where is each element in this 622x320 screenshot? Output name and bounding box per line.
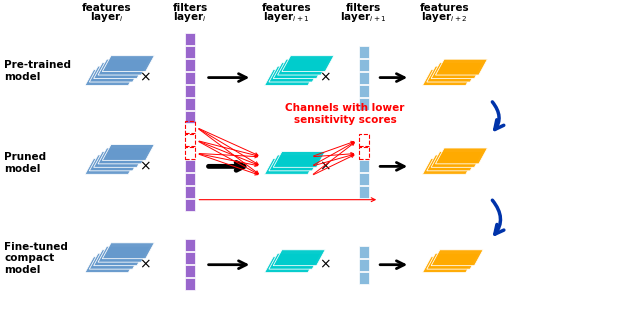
Text: $\times$: $\times$ — [139, 71, 151, 84]
FancyBboxPatch shape — [359, 186, 369, 198]
FancyBboxPatch shape — [185, 84, 195, 97]
Polygon shape — [103, 145, 154, 160]
Polygon shape — [269, 253, 321, 269]
Polygon shape — [282, 56, 334, 72]
Text: layer$_{i}$: layer$_{i}$ — [90, 10, 123, 24]
Polygon shape — [269, 66, 321, 82]
Text: $\times$: $\times$ — [139, 258, 151, 272]
Text: filters: filters — [173, 3, 208, 13]
Text: features: features — [419, 3, 469, 13]
FancyBboxPatch shape — [185, 160, 195, 172]
Text: Pre-trained
model: Pre-trained model — [4, 60, 72, 82]
Polygon shape — [94, 250, 146, 266]
Text: layer$_{i+1}$: layer$_{i+1}$ — [340, 10, 387, 24]
Polygon shape — [273, 63, 325, 78]
FancyBboxPatch shape — [185, 59, 195, 71]
Polygon shape — [269, 155, 321, 171]
Text: features: features — [82, 3, 131, 13]
Polygon shape — [422, 257, 475, 273]
Polygon shape — [94, 151, 146, 167]
FancyBboxPatch shape — [359, 272, 369, 284]
Polygon shape — [94, 63, 146, 78]
Polygon shape — [85, 70, 137, 85]
Polygon shape — [435, 59, 488, 75]
Text: $\times$: $\times$ — [319, 159, 331, 173]
FancyBboxPatch shape — [185, 98, 195, 110]
Polygon shape — [431, 250, 483, 266]
FancyBboxPatch shape — [359, 173, 369, 185]
Polygon shape — [427, 155, 479, 171]
Polygon shape — [422, 70, 475, 85]
Polygon shape — [431, 63, 483, 78]
Polygon shape — [90, 155, 141, 171]
Polygon shape — [90, 253, 141, 269]
FancyBboxPatch shape — [185, 265, 195, 277]
FancyBboxPatch shape — [359, 160, 369, 172]
FancyBboxPatch shape — [359, 84, 369, 97]
FancyBboxPatch shape — [359, 259, 369, 271]
FancyBboxPatch shape — [359, 98, 369, 110]
Polygon shape — [98, 59, 150, 75]
Text: Pruned
model: Pruned model — [4, 152, 47, 174]
FancyArrowPatch shape — [493, 200, 504, 234]
Polygon shape — [98, 148, 150, 164]
FancyBboxPatch shape — [185, 45, 195, 58]
FancyBboxPatch shape — [185, 239, 195, 251]
Polygon shape — [277, 59, 330, 75]
Polygon shape — [435, 148, 488, 164]
Polygon shape — [85, 257, 137, 273]
Polygon shape — [427, 66, 479, 82]
Polygon shape — [273, 250, 325, 266]
Polygon shape — [90, 66, 141, 82]
FancyBboxPatch shape — [359, 59, 369, 71]
Text: $\times$: $\times$ — [319, 71, 331, 84]
FancyBboxPatch shape — [359, 45, 369, 58]
FancyBboxPatch shape — [185, 72, 195, 84]
FancyBboxPatch shape — [185, 111, 195, 123]
Polygon shape — [422, 158, 475, 174]
Text: layer$_{i}$: layer$_{i}$ — [174, 10, 207, 24]
FancyBboxPatch shape — [185, 33, 195, 44]
Text: features: features — [261, 3, 311, 13]
Text: layer$_{i+1}$: layer$_{i+1}$ — [263, 10, 310, 24]
FancyArrowPatch shape — [493, 102, 504, 130]
Text: layer$_{i+2}$: layer$_{i+2}$ — [421, 10, 467, 24]
Text: $\times$: $\times$ — [139, 159, 151, 173]
FancyBboxPatch shape — [185, 186, 195, 198]
Polygon shape — [98, 246, 150, 262]
Polygon shape — [264, 257, 317, 273]
Polygon shape — [85, 158, 137, 174]
Text: Channels with lower
sensitivity scores: Channels with lower sensitivity scores — [285, 103, 405, 125]
Polygon shape — [103, 243, 154, 259]
FancyBboxPatch shape — [185, 173, 195, 185]
Polygon shape — [273, 151, 325, 167]
Polygon shape — [264, 158, 317, 174]
Polygon shape — [264, 70, 317, 85]
FancyBboxPatch shape — [359, 246, 369, 258]
Text: $\times$: $\times$ — [319, 258, 331, 272]
Polygon shape — [431, 151, 483, 167]
FancyBboxPatch shape — [359, 72, 369, 84]
FancyBboxPatch shape — [185, 278, 195, 290]
FancyBboxPatch shape — [185, 252, 195, 264]
Text: filters: filters — [346, 3, 381, 13]
Polygon shape — [103, 56, 154, 72]
Text: Fine-tuned
compact
model: Fine-tuned compact model — [4, 242, 68, 275]
FancyBboxPatch shape — [185, 199, 195, 212]
Polygon shape — [427, 253, 479, 269]
